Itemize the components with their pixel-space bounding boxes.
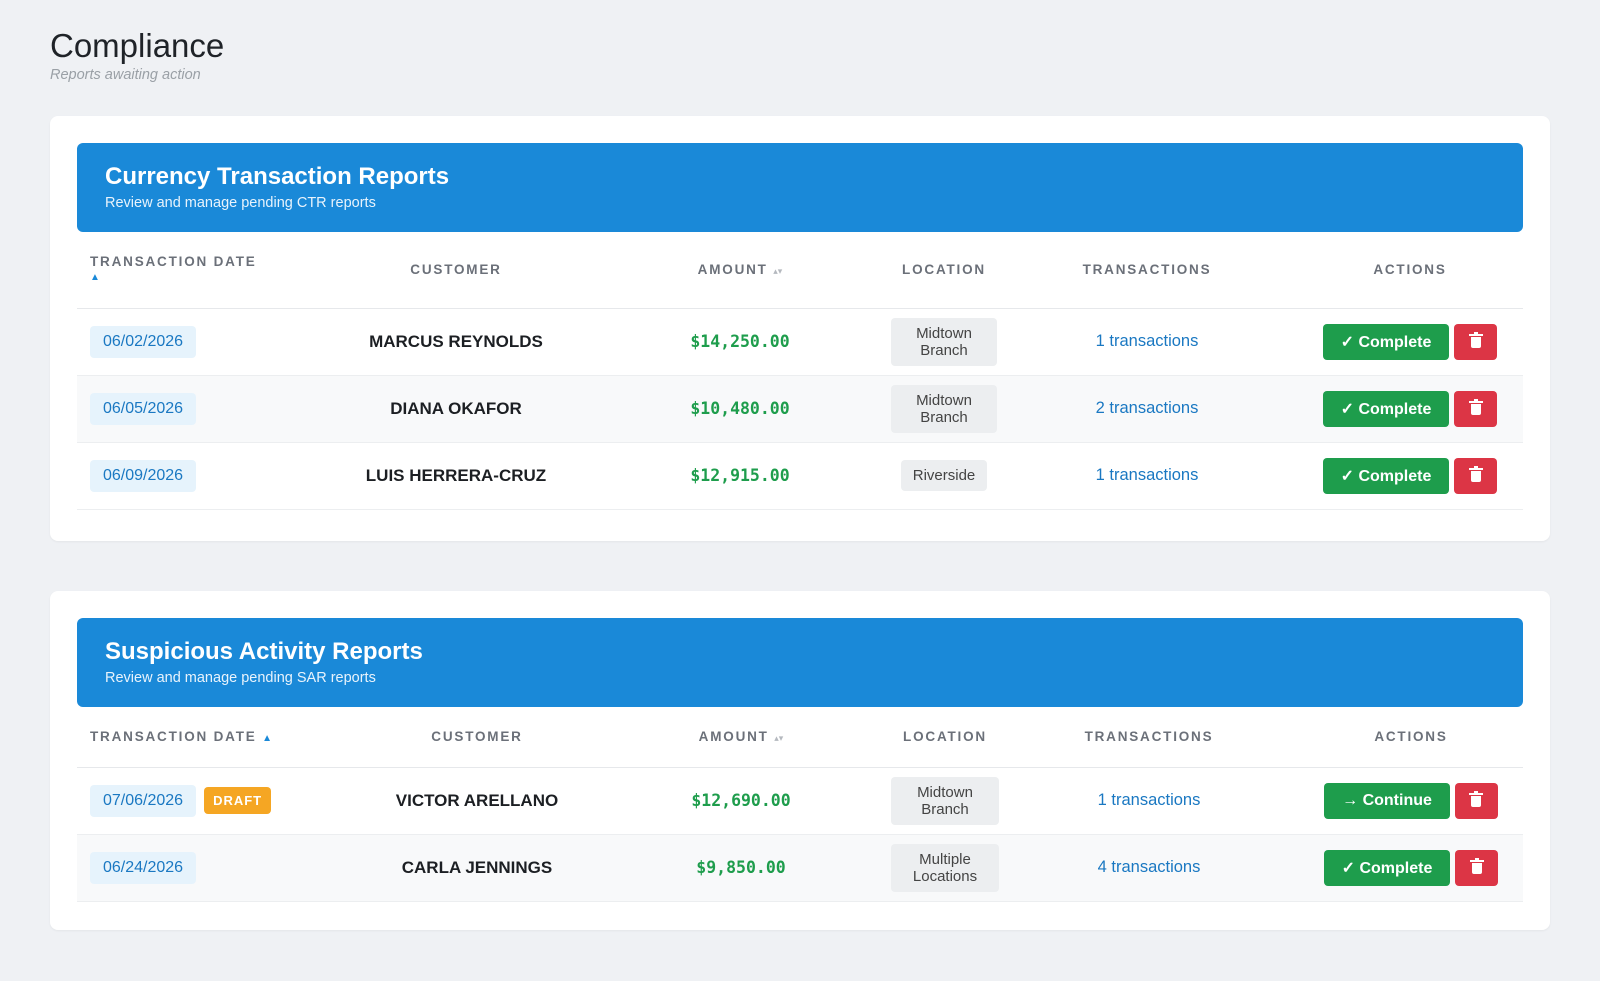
complete-button[interactable]: ✓ Complete [1322, 323, 1450, 360]
sar-table: Transaction Date ▲ Customer Amount ▴▾ Lo… [77, 707, 1523, 902]
transaction-date: 06/05/2026 [90, 392, 197, 425]
ctr-card-description: Review and manage pending CTR reports [105, 195, 376, 211]
location-badge: Riverside [900, 460, 988, 491]
sort-icon: ▴▾ [773, 266, 783, 277]
column-header-customer: Customer [323, 232, 589, 309]
table-row: 06/24/2026 CARLA JENNINGS $9,850.00 Mult… [77, 834, 1523, 902]
trash-icon [1468, 465, 1483, 482]
table-row: 06/05/2026 DIANA OKAFOR $10,480.00 Midto… [77, 375, 1523, 443]
location-badge: Multiple Locations [891, 843, 999, 892]
trash-icon [1469, 857, 1484, 874]
transaction-date: 06/09/2026 [90, 459, 197, 492]
check-icon: ✓ [1340, 467, 1355, 485]
complete-button-label: Complete [1358, 333, 1432, 351]
trash-icon [1468, 398, 1483, 415]
location-badge: Midtown Branch [891, 317, 997, 366]
ctr-card: Currency Transaction Reports Review and … [50, 116, 1550, 541]
column-header-label: Amount [697, 262, 768, 278]
location-badge: Midtown Branch [891, 384, 997, 433]
delete-button[interactable] [1454, 323, 1498, 360]
amount-value: $12,690.00 [691, 790, 791, 810]
sort-icon: ▴▾ [774, 733, 784, 744]
customer-name: MARCUS REYNOLDS [369, 331, 543, 351]
location-badge: Midtown Branch [891, 776, 999, 825]
transactions-link[interactable]: 4 transactions [1097, 858, 1201, 876]
amount-value: $14,250.00 [690, 331, 790, 351]
ctr-card-header: Currency Transaction Reports Review and … [77, 143, 1523, 232]
sar-table-header-row: Transaction Date ▲ Customer Amount ▴▾ Lo… [77, 707, 1523, 768]
page-subtitle: Reports awaiting action [50, 67, 201, 83]
ctr-table: Transaction Date ▲ Customer Amount ▴▾ Lo… [77, 232, 1523, 510]
table-row: 06/02/2026 MARCUS REYNOLDS $14,250.00 Mi… [77, 308, 1523, 376]
draft-badge: DRAFT [204, 786, 272, 814]
sar-card-description: Review and manage pending SAR reports [105, 670, 376, 686]
amount-value: $12,915.00 [690, 465, 790, 485]
column-header-transaction-date[interactable]: Transaction Date ▲ [77, 707, 363, 768]
column-header-label: Transaction Date [90, 729, 257, 745]
sort-ascending-icon: ▲ [262, 733, 273, 745]
complete-button[interactable]: ✓ Complete [1323, 849, 1451, 886]
trash-icon [1469, 790, 1484, 807]
sar-card-header: Suspicious Activity Reports Review and m… [77, 618, 1523, 707]
transactions-link[interactable]: 1 transactions [1095, 466, 1199, 484]
continue-button[interactable]: → Continue [1324, 782, 1450, 819]
customer-name: LUIS HERRERA-CRUZ [365, 465, 547, 485]
transaction-date: 06/24/2026 [90, 851, 197, 884]
table-row: 06/09/2026 LUIS HERRERA-CRUZ $12,915.00 … [77, 442, 1523, 510]
ctr-card-title: Currency Transaction Reports [105, 163, 450, 190]
complete-button[interactable]: ✓ Complete [1322, 457, 1450, 494]
column-header-actions: Actions [1299, 707, 1523, 768]
customer-name: CARLA JENNINGS [401, 857, 553, 877]
delete-button[interactable] [1455, 849, 1499, 886]
column-header-transactions: Transactions [999, 707, 1299, 768]
amount-value: $10,480.00 [690, 398, 790, 418]
ctr-table-header-row: Transaction Date ▲ Customer Amount ▴▾ Lo… [77, 232, 1523, 309]
customer-name: VICTOR ARELLANO [395, 790, 559, 810]
sort-ascending-icon: ▲ [90, 271, 100, 283]
customer-name: DIANA OKAFOR [390, 398, 522, 418]
check-icon: ✓ [1340, 333, 1355, 351]
amount-value: $9,850.00 [696, 857, 786, 877]
transactions-link[interactable]: 2 transactions [1095, 399, 1199, 417]
delete-button[interactable] [1454, 457, 1498, 494]
column-header-amount[interactable]: Amount ▴▾ [589, 232, 891, 309]
column-header-transaction-date[interactable]: Transaction Date ▲ [77, 232, 323, 309]
complete-button-label: Complete [1358, 400, 1432, 418]
arrow-right-icon: → [1342, 791, 1359, 809]
check-icon: ✓ [1340, 400, 1355, 418]
complete-button-label: Complete [1358, 467, 1432, 485]
column-header-actions: Actions [1297, 232, 1523, 309]
sar-card-title: Suspicious Activity Reports [105, 638, 423, 665]
complete-button[interactable]: ✓ Complete [1322, 390, 1450, 427]
transaction-date: 06/02/2026 [90, 325, 197, 358]
column-header-customer: Customer [363, 707, 591, 768]
delete-button[interactable] [1454, 390, 1498, 427]
transaction-date: 07/06/2026 [90, 784, 197, 817]
check-icon: ✓ [1341, 859, 1356, 877]
column-header-amount[interactable]: Amount ▴▾ [591, 707, 891, 768]
continue-button-label: Continue [1362, 791, 1432, 809]
column-header-transactions: Transactions [997, 232, 1297, 309]
compliance-page: Compliance Reports awaiting action Curre… [50, 27, 1550, 930]
page-title: Compliance [50, 27, 225, 64]
column-header-label: Amount [698, 729, 769, 745]
column-header-location: Location [891, 232, 997, 309]
sar-card: Suspicious Activity Reports Review and m… [50, 591, 1550, 930]
transactions-link[interactable]: 1 transactions [1095, 332, 1199, 350]
delete-button[interactable] [1454, 782, 1498, 819]
transactions-link[interactable]: 1 transactions [1097, 791, 1201, 809]
trash-icon [1468, 331, 1483, 348]
column-header-label: Transaction Date [90, 253, 257, 269]
complete-button-label: Complete [1359, 859, 1433, 877]
column-header-location: Location [891, 707, 999, 768]
table-row: 07/06/2026 DRAFT VICTOR ARELLANO $12,690.… [77, 767, 1523, 835]
